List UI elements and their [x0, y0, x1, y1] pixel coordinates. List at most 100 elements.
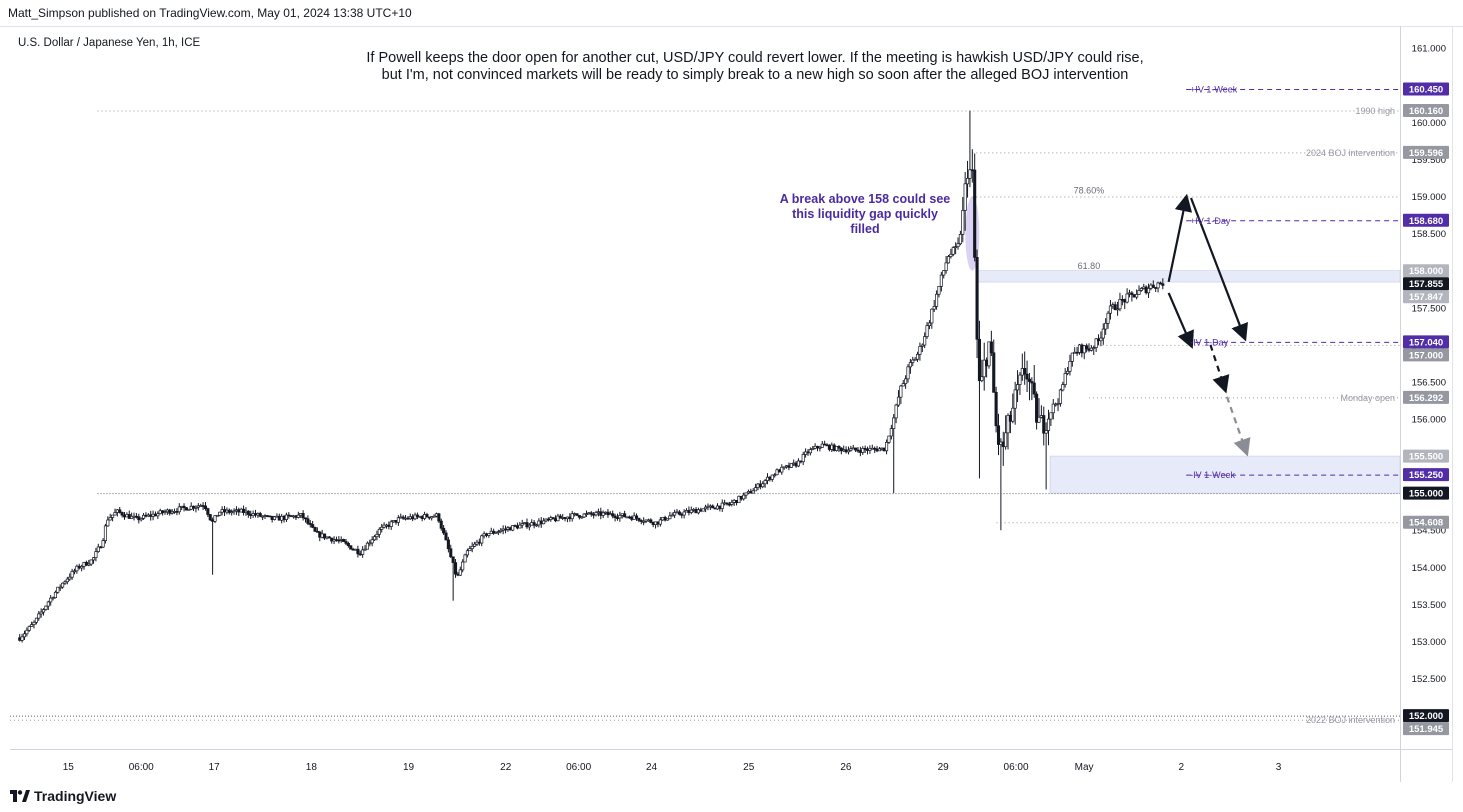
candle-body-90 [232, 510, 236, 513]
candle-body-312 [761, 483, 765, 488]
candle-body-177 [439, 520, 443, 529]
axis-label-box-8 [1403, 348, 1449, 362]
candle-body-207 [511, 525, 515, 531]
candle-body-275 [673, 512, 677, 516]
axis-label-box-5 [1403, 277, 1449, 291]
candle-body-16 [56, 586, 60, 593]
axis-label-12: 155.000 [1409, 489, 1443, 500]
usdjpy-chart[interactable]: 78.60% 61.80 +IV 1-Week 1990 high 2024 BOJ i… [0, 26, 1463, 782]
axis-label-box-2 [1403, 145, 1449, 159]
candle-body-321 [782, 466, 786, 469]
y-tick-8: 156.500 [1412, 377, 1446, 388]
candle-body-305 [744, 492, 748, 496]
y-tick-15: 153.000 [1412, 637, 1446, 648]
candle-body-152 [380, 526, 384, 530]
y-tick-16: 152.500 [1412, 674, 1446, 685]
candle-body-122 [308, 523, 312, 525]
fib-label-0: 78.60% [1074, 186, 1105, 196]
candle-body-465 [1125, 293, 1129, 303]
candle-body-235 [577, 515, 581, 518]
candle-body-188 [465, 550, 469, 556]
candle-body-23 [72, 570, 77, 573]
candle-body-462 [1118, 299, 1122, 310]
candle-body-181 [449, 548, 453, 558]
candle-body-438 [1061, 384, 1065, 391]
candle-body-366 [889, 428, 893, 437]
tradingview-logo[interactable]: TradingView [10, 788, 116, 804]
candle-body-138 [346, 542, 350, 546]
candle-body-386 [937, 285, 941, 295]
candle-body-333 [811, 448, 815, 450]
candle-body-291 [711, 505, 715, 509]
candle-body-32 [94, 551, 98, 559]
axis-label-8: 157.000 [1409, 350, 1443, 361]
candle-body-287 [701, 508, 705, 512]
publish-header: Matt_Simpson published on TradingView.co… [0, 0, 1463, 27]
axis-label-box-4 [1403, 264, 1449, 278]
x-tick-7: 24 [646, 762, 658, 773]
candle-body-424 [1027, 378, 1032, 382]
candle-body-344 [837, 445, 841, 449]
candle-body-288 [704, 506, 708, 510]
x-tick-14: 3 [1276, 762, 1282, 773]
candle-body-391 [949, 253, 953, 257]
candle-body-398 [965, 177, 970, 185]
highlight-zone-0 [976, 270, 1401, 283]
level-label-10: Monday open [1340, 393, 1395, 403]
candle-body-324 [789, 463, 793, 468]
candle-body-332 [808, 449, 812, 454]
candle-body-384 [932, 306, 936, 310]
axis-label-box-6 [1403, 290, 1449, 304]
candle-body-470 [1137, 290, 1141, 295]
candle-body-232 [570, 513, 574, 520]
candle-body-179 [444, 532, 448, 541]
axis-label-9: 156.292 [1409, 393, 1443, 404]
candle-body-418 [1013, 389, 1017, 409]
candle-body-382 [927, 322, 931, 326]
candle-body-349 [849, 448, 853, 451]
level-label-12: -IV 1-Week [1190, 470, 1235, 480]
candle-body-123 [311, 524, 315, 528]
candle-body-383 [930, 308, 934, 324]
candle-body-51 [139, 518, 143, 521]
level-label-2: 2024 BOJ intervention [1306, 148, 1395, 158]
candle-body-410 [994, 391, 998, 427]
candle-body-2 [22, 633, 27, 638]
candles [18, 110, 1165, 643]
candle-body-150 [375, 533, 379, 538]
candle-body-394 [956, 243, 960, 248]
candle-body-422 [1023, 368, 1027, 375]
candle-body-39 [111, 514, 115, 518]
candle-body-34 [99, 546, 103, 549]
candle-body-202 [499, 529, 503, 532]
candle-body-392 [951, 247, 955, 255]
level-label-16: 2022 BOJ intervention [1306, 715, 1395, 725]
candle-body-396 [961, 210, 965, 235]
candle-body-378 [918, 346, 922, 355]
candle-body-83 [215, 514, 219, 517]
candle-body-260 [637, 517, 641, 521]
candle-body-245 [601, 512, 605, 516]
candle-body-439 [1063, 373, 1067, 385]
y-tick-3: 159.000 [1412, 192, 1446, 203]
candle-body-373 [906, 366, 910, 380]
y-tick-9: 156.000 [1412, 415, 1446, 426]
candle-body-197 [487, 533, 491, 536]
axis-label-box-0 [1403, 82, 1449, 96]
projection-arrow-4 [1225, 396, 1251, 457]
candle-body-142 [356, 548, 360, 555]
axis-label-box-1 [1403, 104, 1449, 118]
candle-body-302 [737, 495, 741, 504]
candle-body-167 [415, 514, 419, 517]
candle-body-18 [61, 582, 65, 588]
candle-body-299 [730, 502, 734, 505]
candle-body-24 [75, 565, 79, 572]
x-tick-10: 29 [938, 762, 950, 773]
candle-body-171 [425, 514, 429, 518]
candle-body-61 [163, 511, 167, 514]
annotation-gap-line-2: filled [850, 222, 879, 236]
candle-body-448 [1085, 345, 1089, 350]
y-tick-1: 160.000 [1412, 118, 1446, 129]
axis-label-0: 160.450 [1409, 85, 1443, 96]
candle-body-13 [49, 597, 53, 603]
